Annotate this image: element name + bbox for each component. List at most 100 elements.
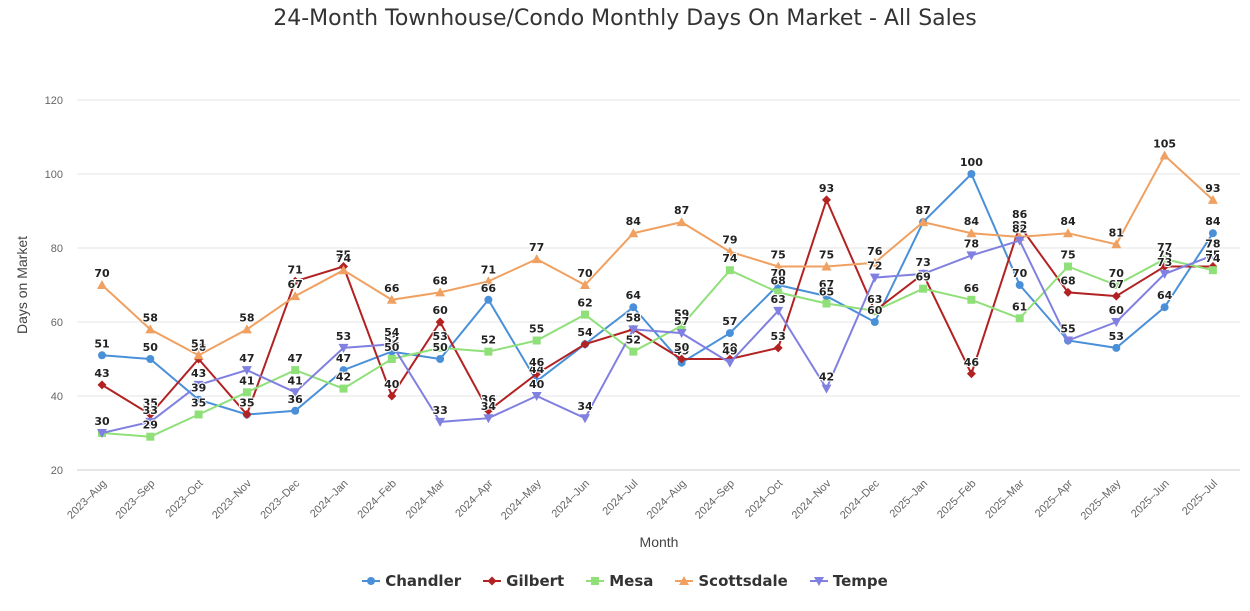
data-label: 35 [239, 397, 254, 410]
data-label: 47 [239, 352, 254, 365]
data-point [146, 355, 155, 363]
data-label: 75 [1060, 249, 1075, 262]
x-tick-label: 2024–Apr [453, 477, 495, 519]
data-label: 75 [1205, 249, 1220, 262]
data-label: 63 [867, 293, 882, 306]
data-label: 35 [143, 397, 158, 410]
data-label: 50 [384, 341, 400, 354]
legend-item-gilbert[interactable]: Gilbert [483, 572, 564, 590]
data-point [679, 576, 690, 585]
data-point [822, 292, 831, 301]
legend-label: Chandler [385, 572, 462, 590]
data-label: 43 [191, 367, 206, 380]
data-point [1111, 239, 1122, 249]
data-point [291, 366, 300, 375]
data-label: 64 [1157, 289, 1173, 302]
data-point [725, 266, 734, 275]
data-point [724, 246, 735, 256]
data-label: 30 [94, 415, 110, 428]
x-tick-label: 2024–Dec [838, 477, 882, 521]
data-point [290, 388, 301, 398]
x-tick-label: 2024–Jul [600, 478, 640, 518]
data-label: 55 [1060, 323, 1075, 336]
x-tick-label: 2024–Aug [645, 478, 689, 522]
data-label: 53 [771, 330, 786, 343]
data-point [725, 329, 734, 338]
series-lines [97, 150, 1218, 441]
data-label: 93 [1205, 182, 1220, 195]
data-point [97, 380, 107, 390]
data-point [241, 366, 252, 376]
x-tick-label: 2024–Feb [355, 478, 399, 522]
data-label: 84 [1060, 215, 1076, 228]
legend-marker-icon [362, 577, 381, 585]
data-point [145, 417, 156, 427]
series-tempe [97, 236, 1218, 438]
data-label: 36 [288, 393, 304, 406]
series-line [101, 153, 1214, 357]
x-tick-label: 2023–Dec [258, 477, 302, 521]
data-label: 53 [336, 330, 351, 343]
data-label: 49 [674, 345, 689, 358]
x-tick-label: 2024–Jan [308, 478, 351, 521]
data-point [1160, 303, 1169, 312]
data-point [966, 251, 977, 261]
data-point [146, 432, 155, 441]
data-label: 76 [867, 245, 883, 258]
data-label: 67 [288, 278, 303, 291]
data-point [724, 358, 735, 368]
data-label: 60 [867, 304, 883, 317]
data-label: 78 [964, 237, 979, 250]
legend-item-chandler[interactable]: Chandler [362, 572, 461, 590]
data-point [242, 388, 251, 397]
data-label: 39 [191, 382, 206, 395]
data-point [1015, 314, 1024, 323]
data-point [532, 336, 541, 345]
data-label: 57 [722, 315, 737, 328]
data-label: 70 [577, 267, 593, 280]
data-point [532, 369, 542, 379]
data-label: 42 [336, 371, 351, 384]
data-point [532, 377, 541, 386]
legend-label: Tempe [832, 572, 888, 590]
data-point [436, 355, 445, 363]
data-label: 82 [1012, 223, 1027, 236]
data-label: 52 [384, 334, 399, 347]
y-tick-label: 100 [45, 169, 63, 181]
legend-label: Gilbert [506, 572, 565, 590]
data-point [591, 577, 600, 585]
data-point [677, 354, 687, 364]
data-label: 54 [384, 326, 400, 339]
data-label: 70 [771, 267, 787, 280]
data-label: 30 [94, 415, 110, 428]
data-point [97, 280, 107, 289]
data-point [677, 321, 686, 330]
data-point [98, 351, 106, 360]
x-tick-label: 2024–Jun [549, 478, 592, 521]
data-label: 34 [577, 400, 593, 413]
data-point [1015, 221, 1025, 231]
data-point [1160, 262, 1170, 271]
data-label: 57 [674, 315, 689, 328]
legend-item-mesa[interactable]: Mesa [586, 572, 653, 590]
data-label: 79 [722, 234, 737, 247]
data-point [1208, 266, 1217, 275]
legend-marker-icon [809, 577, 828, 586]
legend-item-tempe[interactable]: Tempe [809, 572, 888, 590]
data-label: 35 [191, 397, 206, 410]
data-label: 74 [722, 252, 738, 265]
data-label: 71 [288, 263, 303, 276]
legend-item-scottsdale[interactable]: Scottsdale [675, 572, 788, 590]
data-point [869, 257, 880, 267]
data-label: 84 [626, 215, 642, 228]
data-point [338, 343, 349, 353]
data-point [435, 317, 445, 327]
data-label: 73 [915, 256, 930, 269]
data-label: 70 [94, 267, 110, 280]
data-point [773, 306, 784, 316]
data-label: 72 [867, 260, 882, 273]
data-label: 53 [1109, 330, 1124, 343]
data-point [580, 339, 590, 349]
